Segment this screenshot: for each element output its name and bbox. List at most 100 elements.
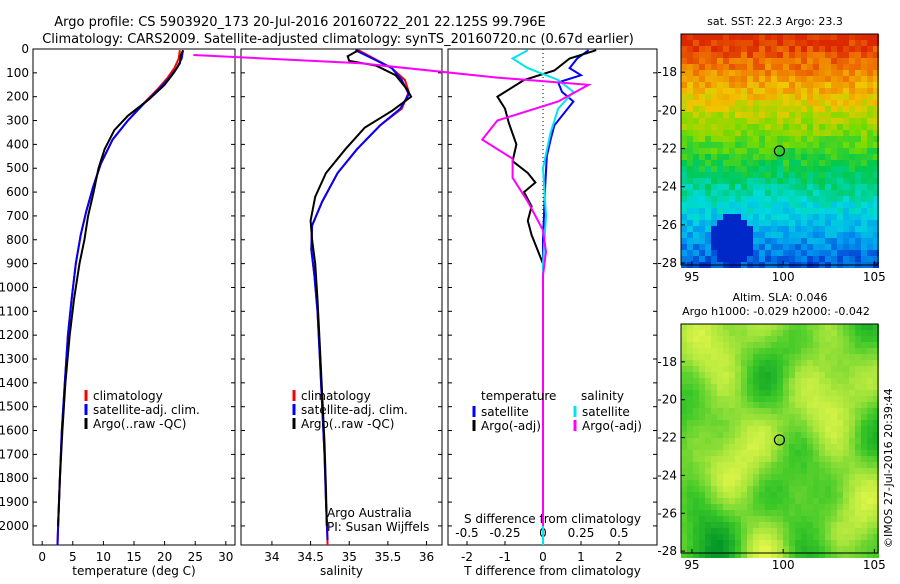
salinity-xtick-label: 35 bbox=[342, 550, 357, 564]
sla_map-cell bbox=[705, 378, 711, 384]
sla_map-cell bbox=[825, 330, 831, 336]
sla_map-cell bbox=[681, 522, 687, 528]
sst_map-cell bbox=[825, 256, 831, 262]
sst_map-cell bbox=[837, 214, 843, 220]
sla_map-cell bbox=[711, 360, 717, 366]
sst_map-cell bbox=[777, 100, 783, 106]
sst_map-cell bbox=[819, 190, 825, 196]
sst_map-cell bbox=[735, 250, 741, 256]
sla_map-cell bbox=[825, 510, 831, 516]
sla_map-cell bbox=[735, 516, 741, 522]
sst_map-cell bbox=[843, 226, 849, 232]
sst_map-cell bbox=[861, 160, 867, 166]
sla_map-cell bbox=[825, 390, 831, 396]
sla_map-cell bbox=[789, 324, 795, 330]
sst_map-cell bbox=[819, 238, 825, 244]
sst_map-cell bbox=[795, 250, 801, 256]
sla_map-cell bbox=[783, 516, 789, 522]
sla_map-cell bbox=[711, 342, 717, 348]
sst_map-cell bbox=[711, 34, 717, 40]
sst_map-cell bbox=[747, 112, 753, 118]
sla_map-cell bbox=[753, 408, 759, 414]
sla_map-cell bbox=[687, 408, 693, 414]
sla_map-cell bbox=[795, 390, 801, 396]
sst_map-cell bbox=[867, 250, 873, 256]
sst_map-cell bbox=[687, 34, 693, 40]
sla_map-cell bbox=[759, 522, 765, 528]
sla_map-cell bbox=[795, 354, 801, 360]
sla_map-cell bbox=[867, 534, 873, 540]
sla_map-cell bbox=[855, 492, 861, 498]
sst_map-ytick-label: -20 bbox=[657, 103, 677, 117]
sla_map-cell bbox=[699, 432, 705, 438]
sla_map-cell bbox=[723, 390, 729, 396]
sst_map-cell bbox=[855, 76, 861, 82]
sst_map-cell bbox=[819, 184, 825, 190]
sst_map-cell bbox=[771, 64, 777, 70]
sst_map-cell bbox=[831, 172, 837, 178]
sla_map-cell bbox=[789, 534, 795, 540]
sla_map-cell bbox=[759, 396, 765, 402]
sla_map-cell bbox=[747, 450, 753, 456]
sst_map-cell bbox=[759, 184, 765, 190]
sla_map-cell bbox=[807, 486, 813, 492]
sst_map-cell bbox=[687, 160, 693, 166]
sst_map-cell bbox=[717, 94, 723, 100]
sla_map-cell bbox=[723, 462, 729, 468]
sla_map-cell bbox=[729, 330, 735, 336]
sst_map-cell bbox=[825, 178, 831, 184]
sst_map-cell bbox=[783, 82, 789, 88]
sst_map-cell bbox=[861, 94, 867, 100]
sst_map-cell bbox=[681, 250, 687, 256]
s-diff-tick-label: 0.5 bbox=[609, 526, 628, 540]
sla_map-cell bbox=[711, 372, 717, 378]
sla_map-cell bbox=[801, 510, 807, 516]
sst_map-cell bbox=[837, 88, 843, 94]
sst_map-cell bbox=[687, 208, 693, 214]
sst_map-cell bbox=[693, 226, 699, 232]
sla_map-cell bbox=[813, 354, 819, 360]
sst_map-cell bbox=[807, 184, 813, 190]
sst_map-cell bbox=[837, 256, 843, 262]
sla_map-cell bbox=[765, 510, 771, 516]
sst_map-cell bbox=[849, 34, 855, 40]
sst_map-cell bbox=[693, 118, 699, 124]
sla_map-cell bbox=[819, 348, 825, 354]
sst_map-cell bbox=[777, 130, 783, 136]
sla_map-cell bbox=[699, 426, 705, 432]
sla_map-cell bbox=[777, 516, 783, 522]
sst_map-cell bbox=[753, 244, 759, 250]
sst_map-cell bbox=[699, 130, 705, 136]
sla_map-cell bbox=[861, 528, 867, 534]
sla_map-cell bbox=[861, 498, 867, 504]
sst_map-cell bbox=[717, 148, 723, 154]
sst_map-cell bbox=[819, 112, 825, 118]
sla_map-cell bbox=[693, 414, 699, 420]
sla_map-cell bbox=[765, 468, 771, 474]
sst_map-cell bbox=[711, 238, 717, 244]
sst_map-cell bbox=[843, 148, 849, 154]
sla_map-cell bbox=[765, 450, 771, 456]
sla_map-cell bbox=[819, 510, 825, 516]
sst_map-cell bbox=[723, 256, 729, 262]
sla_map-cell bbox=[693, 480, 699, 486]
sla_map-cell bbox=[711, 384, 717, 390]
sst_map-cell bbox=[771, 34, 777, 40]
sla_map-cell bbox=[789, 456, 795, 462]
sst_map-cell bbox=[777, 58, 783, 64]
difference-legend-label: Argo(-adj) bbox=[582, 419, 642, 433]
sst_map-cell bbox=[705, 154, 711, 160]
sst_map-cell bbox=[789, 106, 795, 112]
sst_map-cell bbox=[807, 214, 813, 220]
sla_map-cell bbox=[723, 516, 729, 522]
sla_map-cell bbox=[759, 474, 765, 480]
sst_map-cell bbox=[849, 82, 855, 88]
sla_map-cell bbox=[753, 390, 759, 396]
sst_map-cell bbox=[819, 214, 825, 220]
sst_map-cell bbox=[723, 124, 729, 130]
sla_map-cell bbox=[723, 360, 729, 366]
sst_map-cell bbox=[711, 220, 717, 226]
sla_map-cell bbox=[699, 372, 705, 378]
sst_map-cell bbox=[771, 100, 777, 106]
sst_map-cell bbox=[825, 232, 831, 238]
